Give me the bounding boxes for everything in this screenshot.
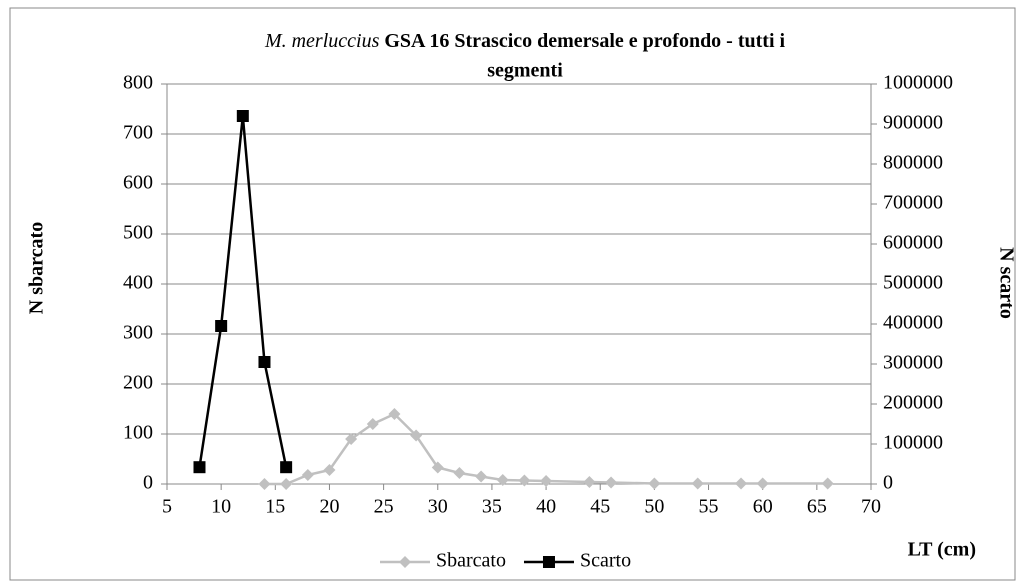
x-tick-label: 70 <box>861 496 881 518</box>
y-tick-label: 700 <box>123 122 153 144</box>
y2-tick-label: 800000 <box>883 152 943 174</box>
point <box>280 461 293 474</box>
point <box>323 464 336 476</box>
x-tick-label: 10 <box>211 496 231 518</box>
y2-tick-label: 200000 <box>883 392 943 414</box>
point <box>453 467 466 479</box>
x-tick-label: 65 <box>807 496 827 518</box>
legend-label: Scarto <box>580 550 631 572</box>
point <box>496 474 509 486</box>
point <box>475 470 488 483</box>
y-tick-label: 200 <box>123 372 153 394</box>
chart-title: M. merluccius GSA 16 Strascico demersale … <box>264 30 786 52</box>
x-tick-label: 50 <box>644 496 664 518</box>
y-tick-label: 300 <box>123 322 153 344</box>
y2-tick-label: 1000000 <box>883 72 953 94</box>
title-line2: segmenti <box>487 60 563 82</box>
point <box>756 477 769 490</box>
point <box>388 408 401 420</box>
x-tick-label: 20 <box>319 496 339 518</box>
x-tick-label: 35 <box>482 496 502 518</box>
y2-tick-label: 0 <box>883 472 893 494</box>
point <box>280 478 293 490</box>
x-tick-label: 15 <box>265 496 285 518</box>
point <box>258 356 271 368</box>
legend-marker <box>542 556 555 568</box>
point <box>431 461 444 474</box>
y-tick-label: 400 <box>123 272 153 294</box>
point <box>345 433 358 445</box>
x-tick-label: 60 <box>753 496 773 518</box>
y-tick-label: 500 <box>123 222 153 244</box>
point <box>691 477 704 490</box>
x-axis-label: LT (cm) <box>908 539 976 561</box>
point <box>583 476 596 488</box>
point <box>236 110 249 122</box>
point <box>215 320 228 332</box>
point <box>193 461 206 474</box>
y-axis-label: N sbarcato <box>26 222 48 314</box>
legend-marker <box>399 556 411 568</box>
point <box>410 429 423 442</box>
y2-tick-label: 300000 <box>883 352 943 374</box>
point <box>258 478 271 490</box>
y2-tick-label: 400000 <box>883 312 943 334</box>
y2-tick-label: 500000 <box>883 272 943 294</box>
point <box>648 477 661 490</box>
point <box>735 477 748 490</box>
y2-tick-label: 900000 <box>883 112 943 134</box>
point <box>605 476 618 489</box>
title-species: M. merluccius <box>264 30 380 52</box>
point <box>540 475 553 487</box>
y-tick-label: 600 <box>123 172 153 194</box>
y2-tick-label: 700000 <box>883 192 943 214</box>
point <box>821 477 834 490</box>
point <box>301 469 314 481</box>
y2-axis-label: N scarto <box>995 247 1017 319</box>
point <box>366 418 379 430</box>
y-tick-label: 800 <box>123 72 153 94</box>
x-tick-label: 30 <box>428 496 448 518</box>
point <box>518 474 531 487</box>
x-tick-label: 45 <box>590 496 610 518</box>
chart-frame <box>9 7 1016 581</box>
x-tick-label: 55 <box>699 496 719 518</box>
title-line1: GSA 16 Strascico demersale e profondo - … <box>384 30 785 52</box>
y-tick-label: 0 <box>143 472 153 494</box>
y2-tick-label: 600000 <box>883 232 943 254</box>
legend-label: Sbarcato <box>436 550 506 572</box>
x-tick-label: 25 <box>374 496 394 518</box>
x-tick-label: 40 <box>536 496 556 518</box>
y-tick-label: 100 <box>123 422 153 444</box>
y2-tick-label: 100000 <box>883 432 943 454</box>
x-tick-label: 5 <box>162 496 172 518</box>
